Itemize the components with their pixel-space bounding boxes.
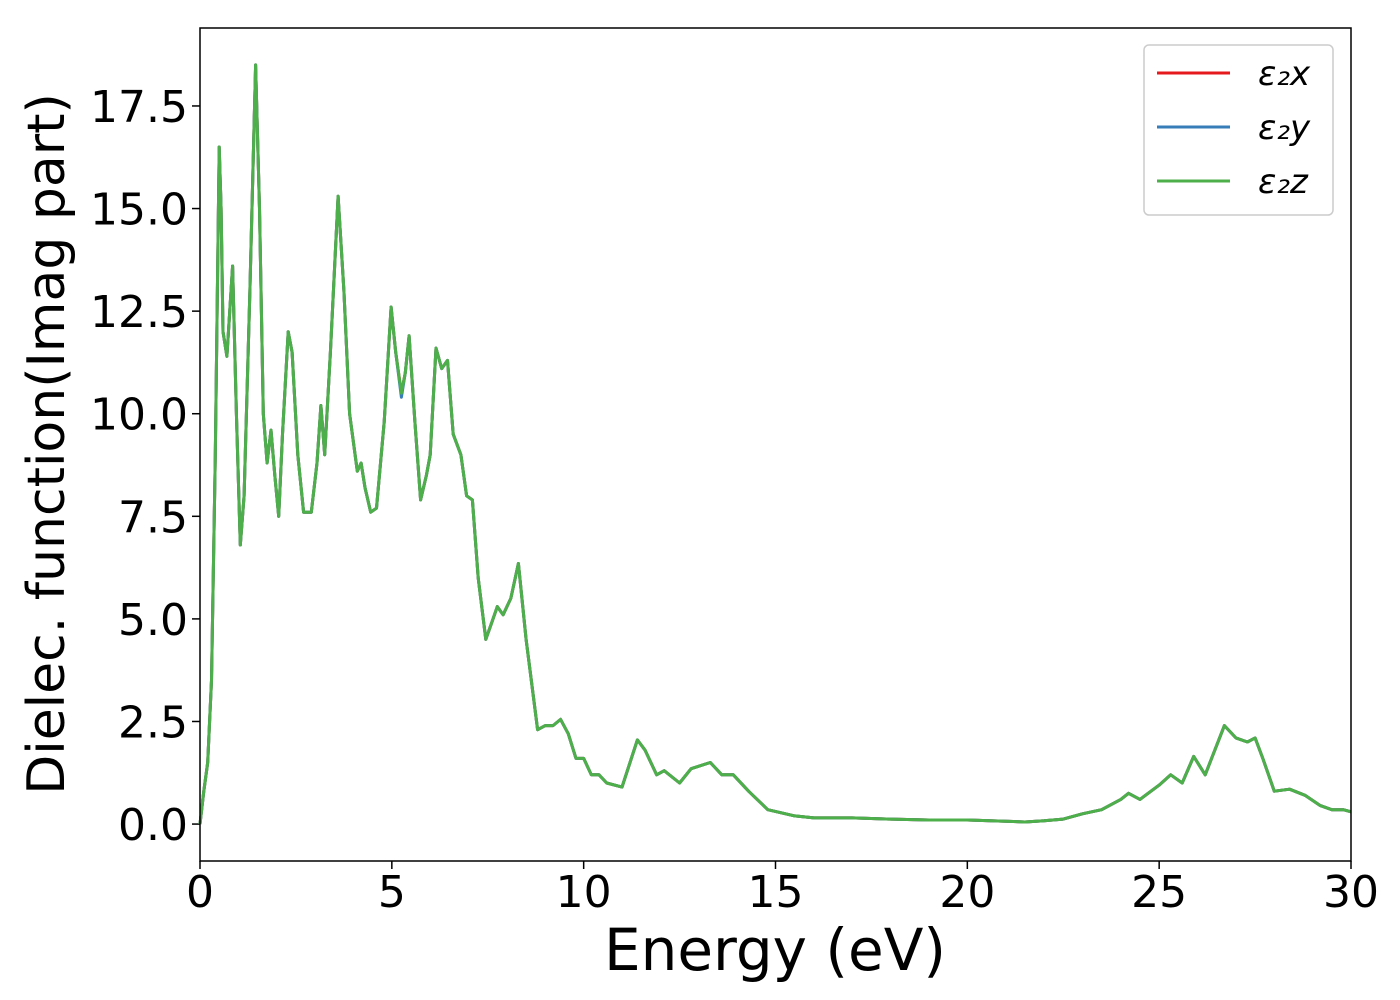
x-tick-label: 15: [748, 867, 804, 918]
x-tick-label: 30: [1323, 867, 1379, 918]
y-tick-label: 12.5: [90, 287, 188, 338]
legend-label: ε₂y: [1258, 108, 1311, 148]
plot-frame: [199, 27, 1352, 862]
y-tick-label: 15.0: [90, 185, 188, 236]
x-tick-label: 5: [378, 867, 406, 918]
y-tick-label: 7.5: [118, 492, 188, 543]
y-axis-label: Dielec. function(Imag part): [17, 93, 77, 795]
x-tick-label: 25: [1131, 867, 1187, 918]
y-tick-label: 2.5: [118, 697, 188, 748]
y-tick-label: 5.0: [118, 595, 188, 646]
x-tick-label: 10: [556, 867, 612, 918]
y-tick-label: 17.5: [90, 82, 188, 133]
legend-label: ε₂z: [1258, 162, 1309, 202]
legend-box: [1143, 44, 1334, 216]
y-tick-label: 10.0: [90, 390, 188, 441]
x-tick-label: 0: [186, 867, 214, 918]
legend-label: ε₂x: [1258, 54, 1311, 94]
series-line: [198, 63, 1352, 825]
y-tick-label: 0.0: [118, 800, 188, 851]
x-tick-label: 20: [939, 867, 995, 918]
x-axis-label: Energy (eV): [604, 916, 946, 984]
